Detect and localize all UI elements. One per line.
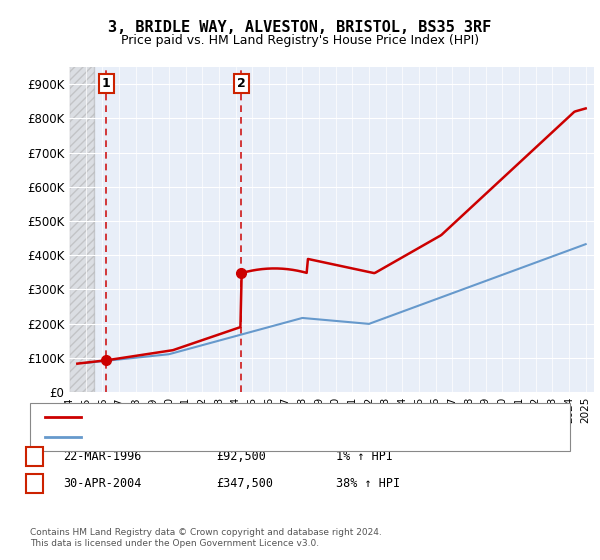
Text: £92,500: £92,500 xyxy=(216,450,266,464)
Text: Price paid vs. HM Land Registry's House Price Index (HPI): Price paid vs. HM Land Registry's House … xyxy=(121,34,479,46)
Text: 38% ↑ HPI: 38% ↑ HPI xyxy=(336,477,400,491)
Text: 1: 1 xyxy=(30,450,38,464)
Text: HPI: Average price, detached house, South Gloucestershire: HPI: Average price, detached house, Sout… xyxy=(87,432,410,442)
Text: 3, BRIDLE WAY, ALVESTON, BRISTOL, BS35 3RF (detached house): 3, BRIDLE WAY, ALVESTON, BRISTOL, BS35 3… xyxy=(87,412,444,422)
Text: £347,500: £347,500 xyxy=(216,477,273,491)
Text: 1: 1 xyxy=(101,77,110,90)
Text: Contains HM Land Registry data © Crown copyright and database right 2024.
This d: Contains HM Land Registry data © Crown c… xyxy=(30,528,382,548)
Text: 2: 2 xyxy=(237,77,245,90)
Text: 3, BRIDLE WAY, ALVESTON, BRISTOL, BS35 3RF: 3, BRIDLE WAY, ALVESTON, BRISTOL, BS35 3… xyxy=(109,20,491,35)
Text: 1% ↑ HPI: 1% ↑ HPI xyxy=(336,450,393,464)
Text: 2: 2 xyxy=(30,477,38,491)
Text: 30-APR-2004: 30-APR-2004 xyxy=(63,477,142,491)
Text: 22-MAR-1996: 22-MAR-1996 xyxy=(63,450,142,464)
